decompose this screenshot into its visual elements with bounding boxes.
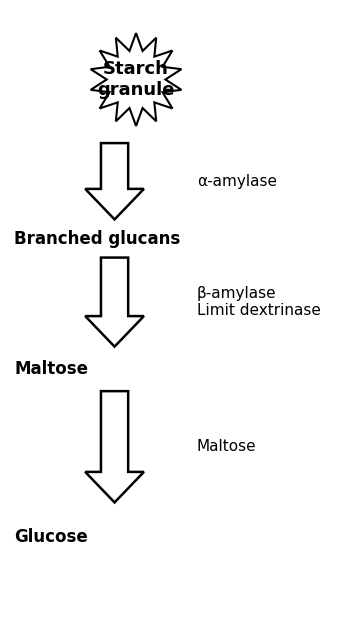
Polygon shape <box>91 33 182 126</box>
Polygon shape <box>85 391 144 502</box>
Text: Maltose: Maltose <box>14 360 88 378</box>
Text: Branched glucans: Branched glucans <box>14 230 180 247</box>
Text: β-amylase
Limit dextrinase: β-amylase Limit dextrinase <box>197 286 321 318</box>
Text: Maltose: Maltose <box>197 439 257 454</box>
Polygon shape <box>85 258 144 347</box>
Text: α-amylase: α-amylase <box>197 174 277 189</box>
Polygon shape <box>85 143 144 219</box>
Text: Glucose: Glucose <box>14 529 88 546</box>
Text: Starch
granule: Starch granule <box>97 60 175 99</box>
